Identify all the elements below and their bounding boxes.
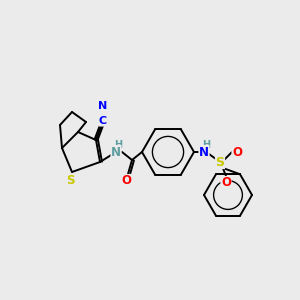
Text: S: S [66, 175, 74, 188]
Text: N: N [111, 146, 121, 158]
Text: C: C [99, 116, 107, 126]
Text: S: S [215, 155, 224, 169]
Text: O: O [221, 176, 231, 190]
Text: H: H [202, 140, 210, 150]
Text: H: H [114, 140, 122, 150]
Text: S: S [66, 175, 74, 188]
Text: N: N [199, 146, 209, 158]
Text: N: N [98, 101, 108, 111]
Text: O: O [232, 146, 242, 158]
Text: O: O [121, 175, 131, 188]
